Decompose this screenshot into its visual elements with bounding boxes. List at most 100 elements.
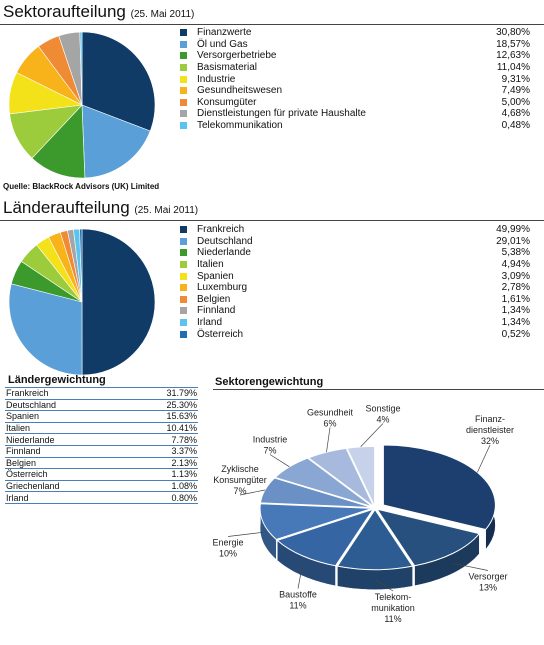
legend-label: Industrie bbox=[197, 73, 236, 85]
leader-line-telekom-munikation bbox=[374, 579, 394, 592]
legend-swatch bbox=[180, 29, 187, 37]
sector-legend: Finanzwerte 30,80% Öl und Gas 18,57% Versorg… bbox=[180, 27, 530, 131]
weight-cell: 0.80% bbox=[126, 491, 198, 504]
table-row: Niederlande 7.78% bbox=[5, 433, 198, 446]
country-cell: Frankreich bbox=[5, 387, 127, 400]
slice-label-sonstige: Sonstige 4% bbox=[365, 404, 400, 425]
country-cell: Irland bbox=[5, 491, 127, 504]
legend-item: Irland 1,34% bbox=[180, 317, 530, 329]
legend-item: Finnland 1,34% bbox=[180, 305, 530, 317]
legend-label: Deutschland bbox=[197, 235, 253, 247]
table-row: Österreich 1.13% bbox=[5, 468, 198, 481]
country-cell: Finnland bbox=[5, 445, 127, 458]
legend-value: 4,68% bbox=[501, 108, 530, 120]
legend-value: 5,00% bbox=[501, 96, 530, 108]
legend-swatch bbox=[180, 64, 187, 72]
legend-item: Luxemburg 2,78% bbox=[180, 282, 530, 294]
weight-cell: 2.13% bbox=[126, 457, 198, 470]
pie3d-tops bbox=[259, 444, 496, 571]
weight-cell: 31.79% bbox=[126, 387, 198, 400]
slice-label-gesundheit: Gesundheit 6% bbox=[307, 408, 354, 429]
legend-item: Telekommunikation 0,48% bbox=[180, 120, 530, 132]
legend-label: Luxemburg bbox=[197, 282, 248, 294]
legend-swatch bbox=[180, 110, 187, 118]
pie3d-slice-gesundheit bbox=[307, 447, 375, 507]
pie-slice-finanzwerte bbox=[81, 31, 156, 132]
legend-label: Frankreich bbox=[197, 224, 245, 236]
country-cell: Niederlande bbox=[5, 433, 127, 446]
legend-item: Österreich 0,52% bbox=[180, 328, 530, 340]
sector-weight-3d-pie: Finanz-dienstleister 32% Versorger 13% Telek… bbox=[212, 404, 514, 625]
country-cell: Griechenland bbox=[5, 480, 127, 493]
legend-swatch bbox=[180, 226, 187, 234]
legend-value: 2,78% bbox=[501, 282, 530, 294]
table-row: Irland 0.80% bbox=[5, 491, 198, 504]
table-row: Deutschland 25.30% bbox=[5, 399, 198, 412]
legend-label: Versorgerbetriebe bbox=[197, 50, 277, 62]
country-section-title: Länderaufteilung (25. Mai 2011) bbox=[3, 198, 198, 218]
table-row: Italien 10.41% bbox=[5, 422, 198, 435]
legend-swatch bbox=[180, 249, 187, 257]
legend-swatch bbox=[180, 98, 187, 106]
legend-item: Öl und Gas 18,57% bbox=[180, 39, 530, 51]
legend-label: Dienstleistungen für private Haushalte bbox=[197, 108, 366, 120]
legend-label: Niederlande bbox=[197, 247, 251, 259]
legend-swatch bbox=[180, 319, 187, 327]
leader-line-gesundheit bbox=[326, 427, 331, 453]
legend-value: 1,34% bbox=[501, 305, 530, 317]
leader-line-energie bbox=[227, 531, 264, 537]
legend-label: Italien bbox=[197, 259, 224, 271]
legend-swatch bbox=[180, 261, 187, 269]
table-row: Frankreich 31.79% bbox=[5, 387, 198, 400]
legend-item: Industrie 9,31% bbox=[180, 73, 530, 85]
legend-label: Telekommunikation bbox=[197, 120, 283, 132]
pie-slice-frankreich bbox=[81, 228, 156, 376]
legend-swatch bbox=[180, 40, 187, 48]
legend-value: 0,52% bbox=[501, 328, 530, 340]
legend-value: 29,01% bbox=[496, 235, 530, 247]
legend-item: Deutschland 29,01% bbox=[180, 236, 530, 248]
legend-value: 18,57% bbox=[496, 38, 530, 50]
legend-value: 7,49% bbox=[501, 85, 530, 97]
country-cell: Spanien bbox=[5, 410, 127, 423]
leader-line-baustoffe bbox=[297, 565, 303, 589]
pie-slice-versorgerbetriebe bbox=[31, 104, 86, 179]
legend-label: Öl und Gas bbox=[197, 38, 248, 50]
legend-value: 5,38% bbox=[501, 247, 530, 259]
country-title-rule bbox=[0, 220, 544, 221]
leader-line-sonstige bbox=[360, 423, 384, 448]
sector-weight-title: Sektorengewichtung bbox=[215, 376, 324, 388]
legend-item: Finanzwerte 30,80% bbox=[180, 27, 530, 39]
legend-swatch bbox=[180, 122, 187, 130]
legend-label: Finnland bbox=[197, 305, 236, 317]
table-row: Belgien 2.13% bbox=[5, 457, 198, 470]
pie-slice-telekommunikation bbox=[79, 31, 83, 106]
country-cell: Österreich bbox=[5, 468, 127, 481]
legend-value: 30,80% bbox=[496, 27, 530, 39]
legend-item: Basismaterial 11,04% bbox=[180, 62, 530, 74]
sector-section-title: Sektoraufteilung (25. Mai 2011) bbox=[3, 2, 194, 22]
country-cell: Italien bbox=[5, 422, 127, 435]
country-date: (25. Mai 2011) bbox=[134, 205, 199, 216]
weight-cell: 10.41% bbox=[126, 422, 198, 435]
legend-value: 11,04% bbox=[496, 62, 530, 74]
country-cell: Belgien bbox=[5, 457, 127, 470]
legend-value: 4,94% bbox=[501, 259, 530, 271]
sector-title-text: Sektoraufteilung bbox=[3, 2, 126, 21]
pie3d-slice-versorger bbox=[375, 508, 481, 567]
weight-cell: 25.30% bbox=[126, 399, 198, 412]
sector-date: (25. Mai 2011) bbox=[130, 9, 195, 20]
table-row: Finnland 3.37% bbox=[5, 445, 198, 458]
legend-swatch bbox=[180, 52, 187, 60]
legend-item: Frankreich 49,99% bbox=[180, 224, 530, 236]
source-note: Quelle: BlackRock Advisors (UK) Limited bbox=[3, 182, 160, 191]
country-cell: Deutschland bbox=[5, 399, 127, 412]
legend-swatch bbox=[180, 75, 187, 83]
country-legend: Frankreich 49,99% Deutschland 29,01% Niederl… bbox=[180, 224, 530, 340]
legend-item: Niederlande 5,38% bbox=[180, 247, 530, 259]
leader-line-finanz-dienstleister bbox=[477, 444, 491, 473]
legend-value: 1,61% bbox=[501, 293, 530, 305]
weight-cell: 1.13% bbox=[126, 468, 198, 481]
legend-value: 49,99% bbox=[496, 224, 530, 236]
legend-label: Gesundheitswesen bbox=[197, 85, 283, 97]
